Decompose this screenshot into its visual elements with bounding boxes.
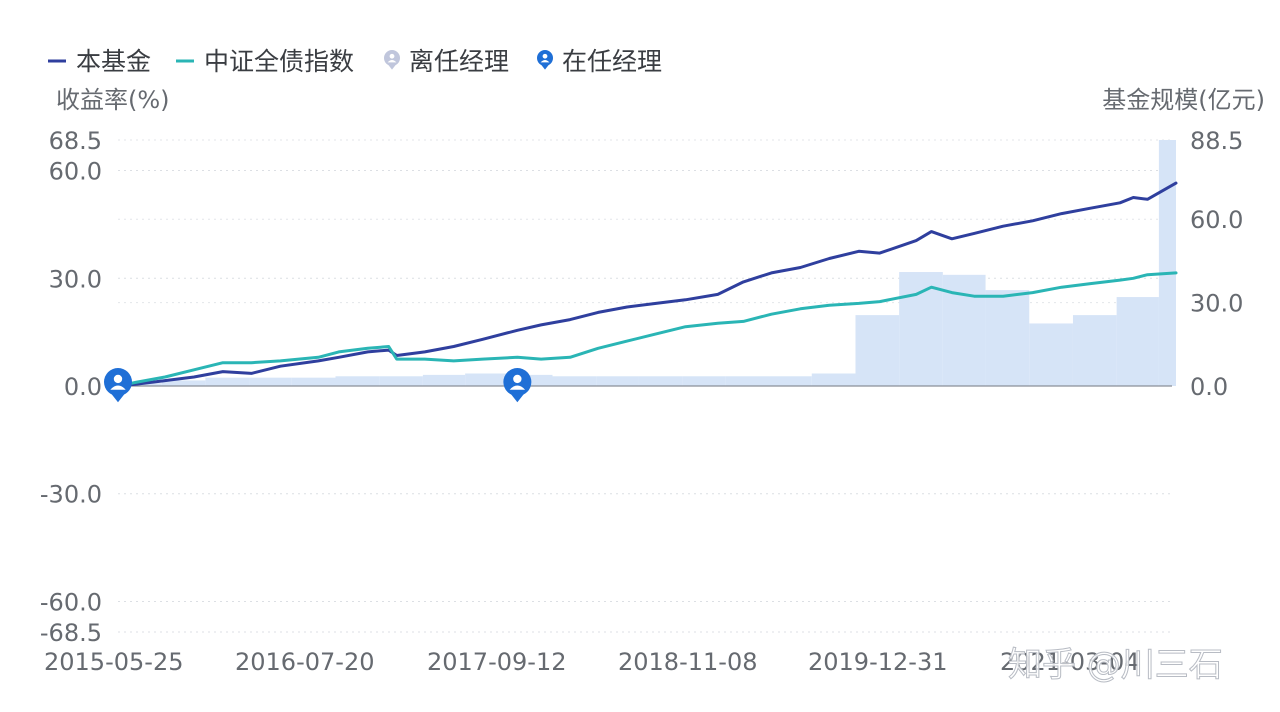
legend-item: 本基金 [48, 47, 151, 76]
y-left-tick-label: 30.0 [49, 265, 102, 293]
legend-pin-icon [384, 50, 400, 70]
fund-size-bar [379, 376, 423, 386]
pin-tip [110, 392, 126, 403]
fund-size-bar [161, 380, 206, 386]
fund-size-bar [205, 377, 250, 386]
legend-label: 本基金 [76, 47, 151, 76]
manager-change-pin-icon [503, 368, 532, 403]
pin-tip [387, 64, 397, 70]
fund-size-bar [335, 376, 380, 386]
legend-item: 在任经理 [537, 47, 662, 76]
fund-size-bar [1158, 140, 1176, 386]
manager-change-pin-icon [104, 368, 132, 403]
x-axis-labels: 2015-05-25 2016-07-20 2017-09-12 2018-11-08… [44, 648, 1139, 676]
legend: 本基金 中证全债指数 离任经理 在任经理 [48, 47, 662, 76]
x-tick-label: 2019-12-31 [808, 648, 947, 676]
y-left-tick-label: -30.0 [40, 481, 102, 509]
y-left-tick-label: -60.0 [40, 588, 102, 616]
y-left-axis-title: 收益率(%) [56, 86, 170, 114]
pin-person-body [540, 60, 550, 63]
y-right-tick-label: 60.0 [1190, 206, 1243, 234]
fund-size-bar [985, 290, 1030, 386]
pin-person-body [387, 60, 397, 63]
y-left-tick-label: 60.0 [49, 158, 102, 186]
pin-tip [509, 392, 526, 403]
right-axis-labels: 88.5 60.0 30.0 0.0 [1190, 127, 1243, 401]
pin-person-head [389, 53, 395, 59]
legend-label: 在任经理 [562, 47, 662, 76]
fund-size-bar [638, 376, 683, 386]
pin-person-body [110, 385, 126, 390]
fund-size-bar [291, 377, 336, 386]
y-right-axis-title: 基金规模(亿元) [1102, 86, 1265, 114]
pin-person-head [513, 374, 522, 384]
legend-pin-icon [537, 50, 553, 70]
y-left-tick-label: 0.0 [64, 373, 102, 401]
fund-size-bar [725, 376, 770, 386]
fund-size-bars [118, 140, 1176, 386]
fund-size-bar [422, 374, 466, 386]
y-right-tick-label: 30.0 [1190, 290, 1243, 318]
fund-size-bar [682, 376, 726, 386]
legend-label: 离任经理 [409, 47, 509, 76]
y-left-tick-label: 68.5 [49, 127, 102, 155]
fund-size-bar [552, 376, 597, 386]
y-left-tick-label: -68.5 [40, 619, 102, 647]
manager-pins [104, 368, 532, 403]
y-right-tick-label: 88.5 [1190, 127, 1243, 155]
legend-label: 中证全债指数 [204, 47, 354, 76]
fund-size-bar [855, 315, 900, 386]
fund-size-bar [596, 376, 639, 386]
legend-item: 中证全债指数 [176, 47, 354, 76]
fund-size-bar [465, 373, 509, 386]
legend-item: 离任经理 [384, 47, 509, 76]
fund-size-bar [1072, 315, 1117, 386]
x-tick-label: 2016-07-20 [235, 648, 374, 676]
bond-index-line [116, 271, 1178, 388]
watermark: 知乎 @川三石 [1008, 645, 1223, 685]
pin-person-head [113, 374, 123, 384]
y-right-tick-label: 0.0 [1190, 373, 1228, 401]
fund-size-bar [811, 373, 856, 386]
x-tick-label: 2015-05-25 [44, 648, 183, 676]
fund-size-bar [769, 376, 812, 386]
x-tick-label: 2021-03-04 [1000, 648, 1139, 676]
fund-size-bar [1029, 323, 1073, 386]
x-tick-label: 2017-09-12 [427, 648, 566, 676]
pin-tip [540, 64, 550, 70]
fund-size-bar [1116, 297, 1159, 386]
x-tick-label: 2018-11-08 [618, 648, 757, 676]
fund-return-line [116, 181, 1178, 388]
fund-size-bar [249, 377, 292, 386]
grid-lines [118, 139, 1172, 633]
pin-person-head [542, 53, 548, 59]
left-axis-labels: 68.5 60.0 30.0 0.0 -30.0 -60.0 -68.5 [40, 127, 102, 647]
pin-person-body [509, 385, 526, 390]
